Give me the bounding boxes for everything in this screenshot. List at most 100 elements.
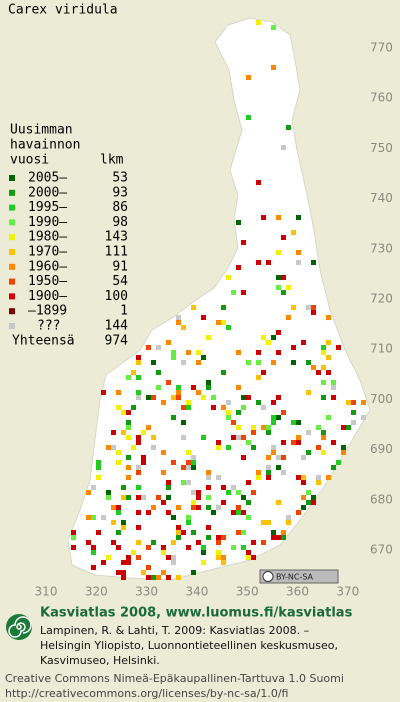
record-square	[231, 485, 236, 490]
record-square	[241, 290, 246, 295]
record-square	[296, 260, 301, 265]
record-square	[301, 480, 306, 485]
record-square	[176, 385, 181, 390]
credits-headline: Kasviatlas 2008, www.luomus.fi/kasviatla…	[40, 606, 353, 621]
record-square	[226, 325, 231, 330]
record-square	[271, 400, 276, 405]
record-square	[256, 475, 261, 480]
record-square	[271, 535, 276, 540]
record-square	[116, 505, 121, 510]
legend-count: 111	[105, 245, 128, 260]
record-square	[271, 420, 276, 425]
record-square	[186, 465, 191, 470]
record-square	[166, 495, 171, 500]
record-square	[126, 465, 131, 470]
record-square	[136, 390, 141, 395]
legend-swatch	[9, 249, 15, 255]
record-square	[136, 495, 141, 500]
record-square	[316, 370, 321, 375]
record-square	[216, 320, 221, 325]
record-square	[126, 410, 131, 415]
logo-circle	[6, 614, 32, 640]
record-square	[241, 455, 246, 460]
record-square	[281, 290, 286, 295]
record-square	[86, 490, 91, 495]
record-square	[306, 500, 311, 505]
record-square	[196, 540, 201, 545]
record-square	[121, 575, 126, 580]
record-square	[216, 550, 221, 555]
record-square	[186, 450, 191, 455]
record-square	[216, 475, 221, 480]
record-square	[256, 180, 261, 185]
legend-label: 1990–	[28, 215, 67, 230]
record-square	[201, 395, 206, 400]
record-square	[156, 345, 161, 350]
record-square	[256, 260, 261, 265]
record-square	[126, 475, 131, 480]
record-square	[296, 420, 301, 425]
finland-outline	[67, 17, 371, 581]
record-square	[241, 240, 246, 245]
record-square	[126, 420, 131, 425]
record-square	[236, 435, 241, 440]
legend-header: Uusimman	[10, 123, 73, 138]
record-square	[206, 495, 211, 500]
record-square	[321, 350, 326, 355]
record-square	[151, 435, 156, 440]
record-square	[306, 305, 311, 310]
legend-count: 1	[120, 304, 128, 319]
record-square	[171, 515, 176, 520]
legend-label: 1960–	[28, 259, 67, 274]
record-square	[261, 335, 266, 340]
x-tick-label: 360	[286, 585, 309, 599]
record-square	[176, 315, 181, 320]
record-square	[166, 380, 171, 385]
record-square	[86, 515, 91, 520]
record-square	[316, 445, 321, 450]
record-square	[281, 275, 286, 280]
record-square	[306, 450, 311, 455]
record-square	[281, 455, 286, 460]
legend-swatch	[9, 219, 15, 226]
license-badge: BY-NC-SA	[259, 569, 339, 584]
record-square	[276, 330, 281, 335]
record-square	[281, 235, 286, 240]
x-tick-label: 320	[85, 585, 108, 599]
record-square	[206, 380, 211, 385]
record-square	[321, 435, 326, 440]
record-square	[136, 355, 141, 360]
record-square	[251, 445, 256, 450]
record-square	[196, 490, 201, 495]
record-square	[251, 540, 256, 545]
legend-label: –1899	[28, 304, 67, 319]
record-square	[96, 465, 101, 470]
legend-total: 974	[105, 333, 129, 348]
record-square	[216, 505, 221, 510]
record-square	[146, 425, 151, 430]
record-square	[211, 395, 216, 400]
record-square	[191, 530, 196, 535]
record-square	[246, 395, 251, 400]
record-square	[131, 405, 136, 410]
record-square	[151, 575, 156, 580]
record-square	[146, 565, 151, 570]
record-square	[181, 465, 186, 470]
record-square	[281, 145, 286, 150]
record-square	[171, 460, 176, 465]
record-square	[141, 455, 146, 460]
record-square	[361, 415, 366, 420]
legend-total-label: Yhteensä	[12, 333, 75, 348]
record-square	[136, 465, 141, 470]
record-square	[256, 360, 261, 365]
record-square	[266, 470, 271, 475]
record-square	[296, 440, 301, 445]
record-square	[151, 445, 156, 450]
y-tick-label: 730	[370, 241, 393, 255]
record-square	[316, 425, 321, 430]
record-square	[341, 425, 346, 430]
badge-text: BY-NC-SA	[276, 573, 314, 582]
record-square	[206, 535, 211, 540]
record-square	[136, 375, 141, 380]
record-square	[146, 545, 151, 550]
